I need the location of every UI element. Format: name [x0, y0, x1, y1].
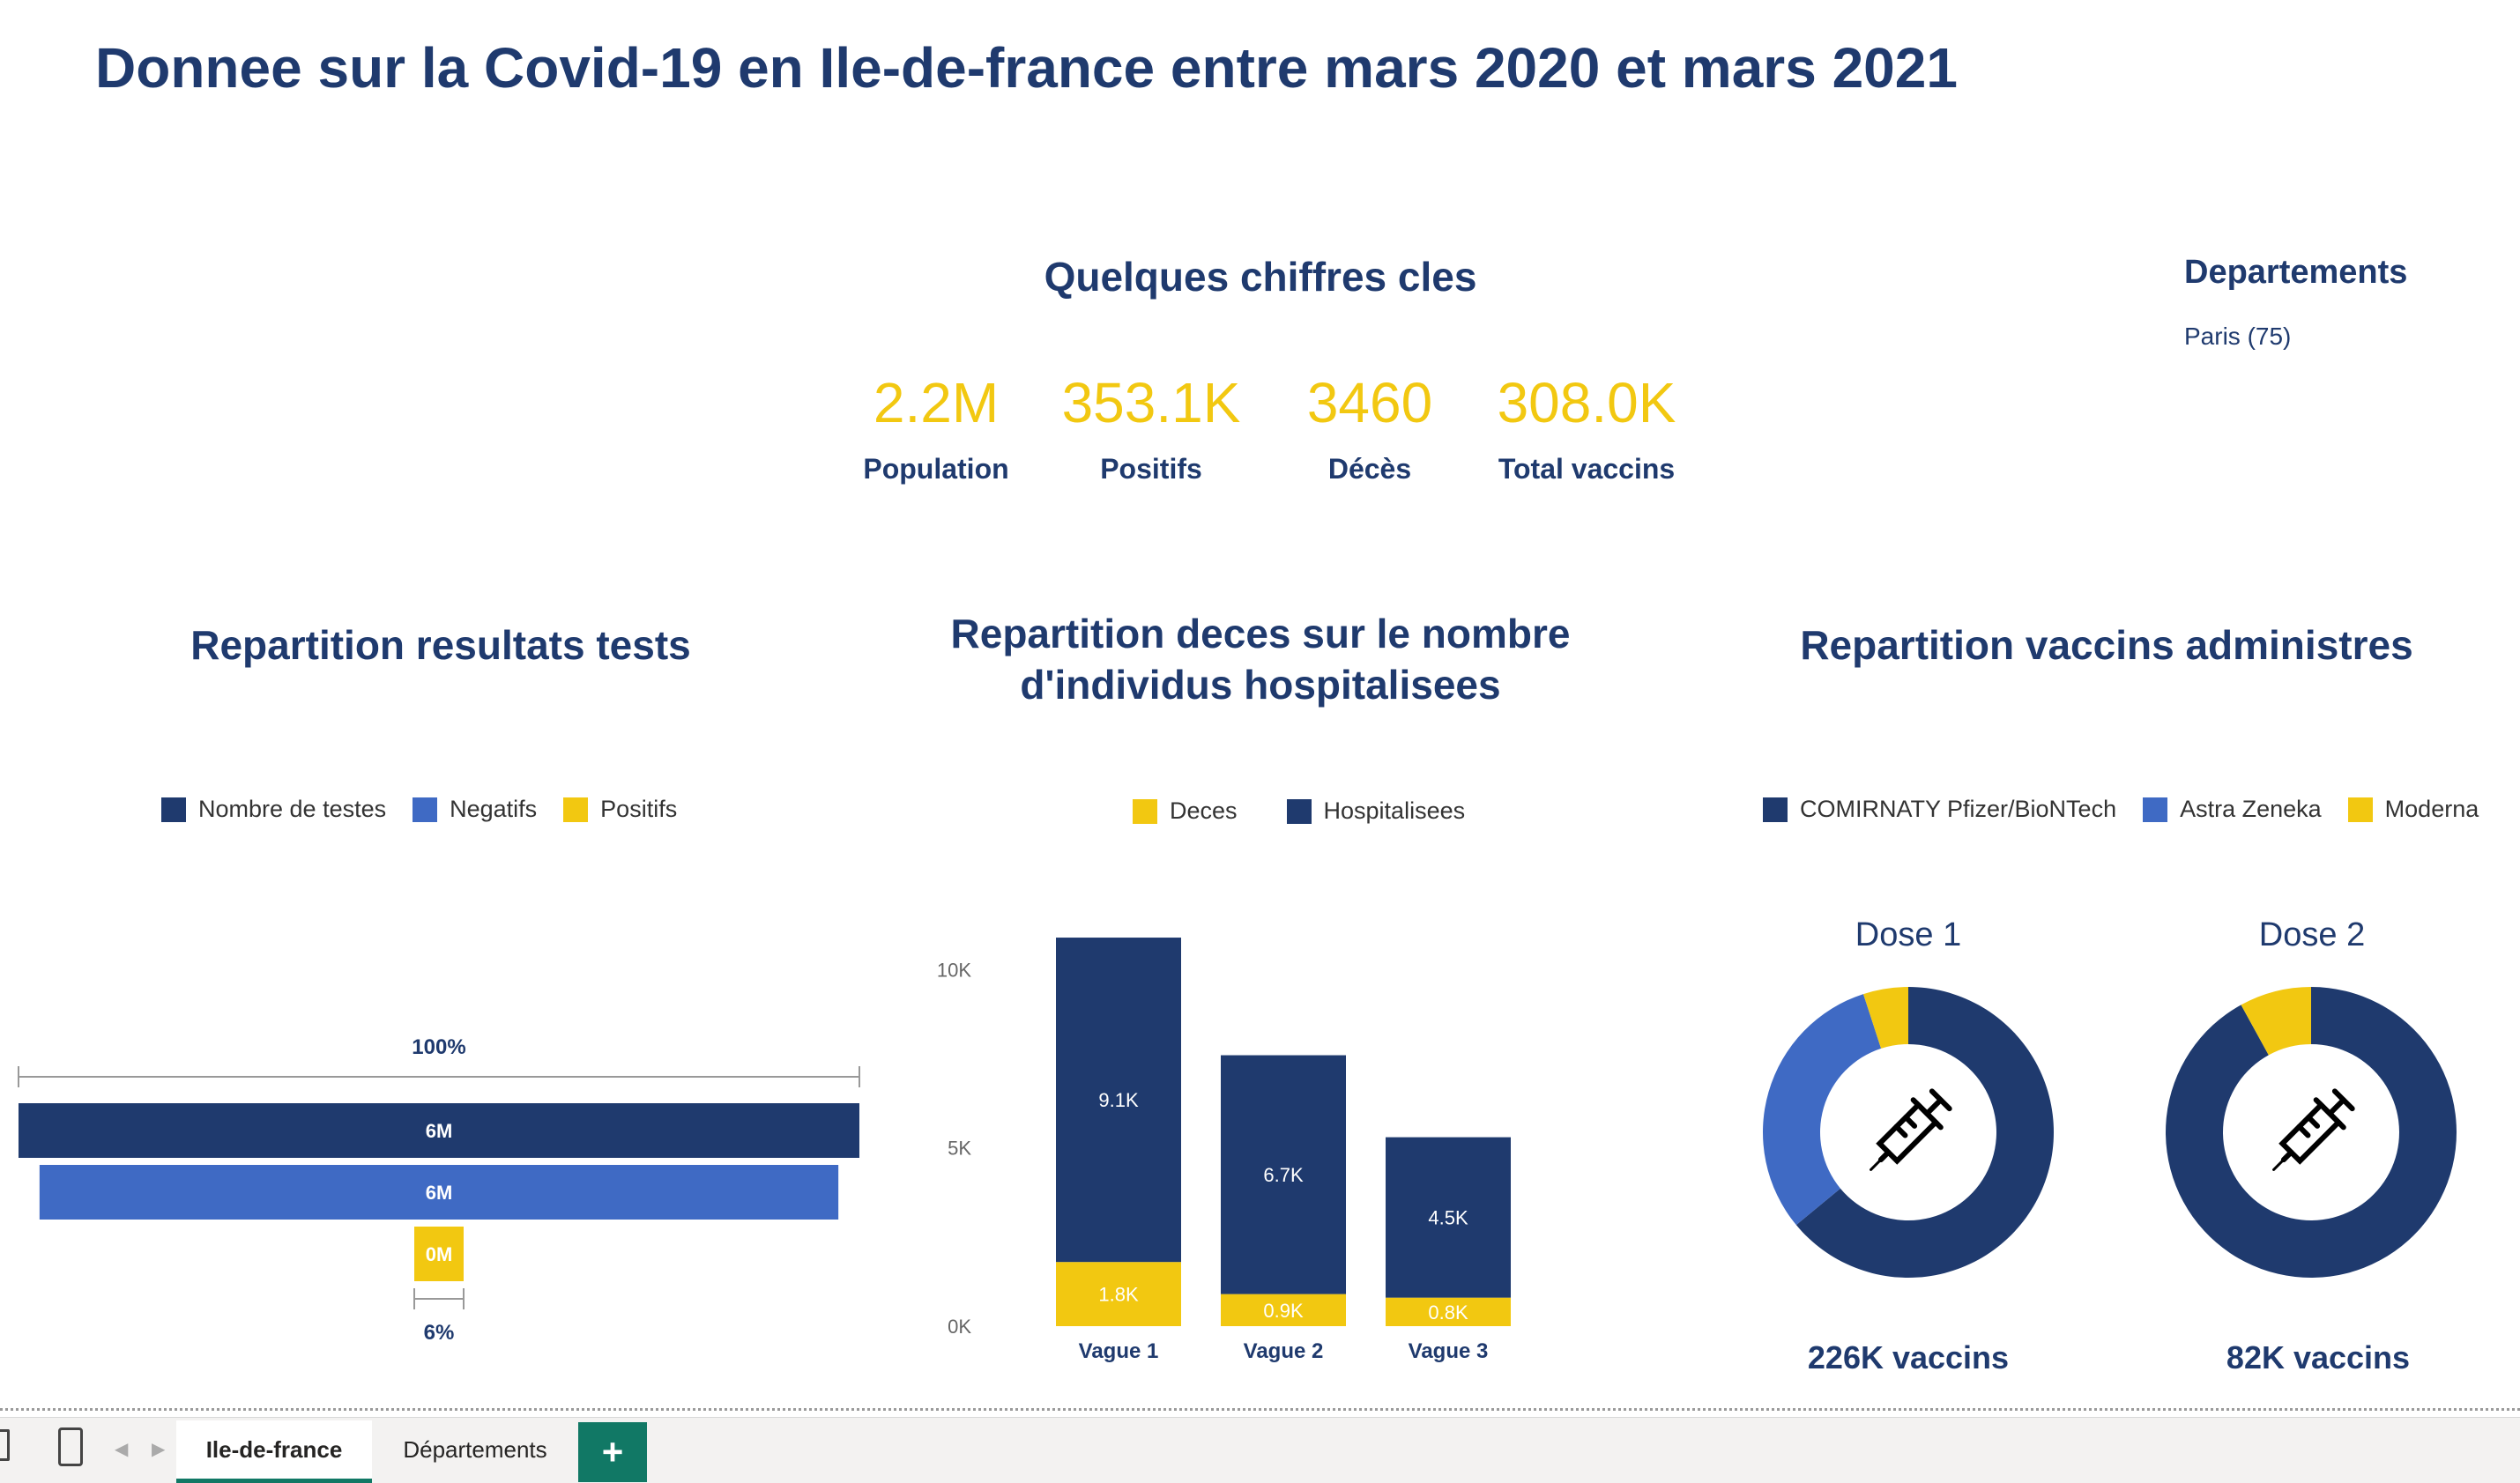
bar-deces-label: 0.8K [1428, 1301, 1468, 1324]
dose1-donut-chart [1763, 987, 2054, 1278]
bar-hosp-label: 4.5K [1428, 1207, 1468, 1229]
bar-hospitalisees [1386, 1137, 1511, 1298]
syringe-icon [2272, 1088, 2355, 1171]
legend-swatch [563, 797, 589, 822]
kpi-deces-label: Décès [1327, 453, 1412, 485]
bar-deces-label: 0.9K [1263, 1300, 1304, 1322]
bar-hospitalisees [1221, 1055, 1346, 1294]
legend-swatch [1763, 797, 1788, 822]
slicer-item-paris[interactable]: Paris (75) [2184, 323, 2292, 350]
legend-label: Deces [1170, 797, 1238, 824]
add-page-button[interactable]: + [578, 1422, 647, 1482]
tests-funnel-chart: 100% 6M 6M 0M 6% [18, 1035, 860, 1345]
kpi-section-title: Quelques chiffres cles [1044, 254, 1477, 300]
page-title: Donnee sur la Covid-19 en Ile-de-france … [95, 36, 1958, 100]
donut-slice [1763, 994, 1882, 1226]
tests-chart-legend: Nombre de testes Negatifs Positifs [161, 796, 703, 823]
bar-deces [1221, 1294, 1346, 1326]
y-tick-label: 10K [937, 959, 971, 981]
legend-swatch [2143, 797, 2168, 822]
y-tick-label: 5K [948, 1138, 971, 1160]
funnel-top-pct: 100% [412, 1035, 465, 1059]
legend-label: COMIRNATY Pfizer/BioNTech [1800, 796, 2117, 822]
funnel-bar-label: 0M [426, 1243, 453, 1265]
scroll-left-icon[interactable]: ◀ [115, 1440, 129, 1459]
bar-hosp-label: 9.1K [1098, 1089, 1139, 1111]
kpi-vaccins-value: 308.0K [1497, 371, 1676, 434]
dose1-total: 226K vaccins [1807, 1339, 2010, 1375]
bar-deces-label: 1.8K [1098, 1284, 1139, 1306]
legend-item-deces[interactable]: Deces [1133, 797, 1238, 825]
deces-chart-legend: Deces Hospitalisees [1133, 797, 1491, 825]
kpi-vaccins-label: Total vaccins [1498, 453, 1676, 485]
y-tick-label: 0K [948, 1316, 971, 1338]
legend-label: Negatifs [450, 796, 538, 822]
donut-slice [2241, 987, 2311, 1056]
kpi-deces-value: 3460 [1306, 371, 1433, 434]
bar-deces [1386, 1297, 1511, 1326]
mobile-view-icon[interactable] [58, 1427, 83, 1466]
tests-chart-title: Repartition resultats tests [190, 622, 691, 668]
legend-item-negatifs[interactable]: Negatifs [413, 796, 537, 823]
kpi-population-value: 2.2M [873, 371, 1000, 434]
deces-stacked-bar-chart: 0K 5K 10K 1.8K 9.1K Vague 1 0.9K 6.7K Vague 2 0.8… [937, 938, 1511, 1363]
funnel-bar-label: 6M [426, 1182, 453, 1204]
bar-hosp-label: 6.7K [1263, 1164, 1304, 1186]
funnel-bar [19, 1103, 859, 1158]
vaccins-chart-legend: COMIRNATY Pfizer/BioNTech Astra Zeneka M… [1763, 796, 2505, 823]
x-tick-label: Vague 3 [1409, 1339, 1489, 1363]
legend-item-hospitalisees[interactable]: Hospitalisees [1286, 797, 1466, 825]
funnel-bar [39, 1165, 839, 1220]
dose2-donut-chart [2166, 987, 2457, 1278]
legend-swatch [1133, 798, 1157, 824]
donut-slice [2166, 987, 2457, 1278]
bar-deces [1056, 1262, 1181, 1326]
page-tab-bar [0, 1417, 2520, 1483]
kpi-positifs-label: Positifs [1100, 453, 1202, 485]
legend-label: Nombre de testes [198, 796, 387, 822]
x-tick-label: Vague 2 [1244, 1339, 1324, 1363]
slicer-title: Departements [2184, 254, 2408, 291]
x-tick-label: Vague 1 [1079, 1339, 1159, 1363]
deces-chart-title-line2: d'individus hospitalisees [1020, 662, 1501, 708]
syringe-icon [1870, 1088, 1952, 1171]
funnel-bar [414, 1227, 464, 1281]
dose2-total: 82K vaccins [2226, 1339, 2411, 1375]
legend-item-pfizer[interactable]: COMIRNATY Pfizer/BioNTech [1763, 796, 2116, 823]
legend-swatch [2347, 797, 2373, 822]
tab-departements[interactable]: Départements [403, 1435, 547, 1463]
legend-label: Hospitalisees [1323, 797, 1466, 824]
legend-swatch [413, 797, 438, 822]
kpi-population-label: Population [863, 453, 1009, 485]
legend-swatch [161, 797, 186, 822]
donut-slice [1863, 987, 1908, 1049]
legend-item-astra[interactable]: Astra Zeneka [2143, 796, 2322, 823]
scroll-right-icon[interactable]: ▶ [152, 1440, 166, 1459]
dose2-label: Dose 2 [2258, 916, 2366, 953]
bar-hospitalisees [1056, 938, 1181, 1263]
legend-label: Astra Zeneka [2180, 796, 2322, 822]
tab-ile-de-france[interactable]: Ile-de-france [176, 1420, 372, 1483]
legend-label: Moderna [2384, 796, 2479, 822]
legend-label: Positifs [600, 796, 678, 822]
vaccins-chart-title: Repartition vaccins administres [1800, 622, 2413, 668]
kpi-positifs-value: 353.1K [1061, 371, 1241, 434]
deces-chart-title-line1: Repartition deces sur le nombre [950, 611, 1571, 656]
donut-slice [1795, 987, 2054, 1278]
dose1-label: Dose 1 [1855, 916, 1962, 953]
funnel-bar-label: 6M [426, 1120, 453, 1142]
funnel-bottom-pct: 6% [424, 1321, 455, 1345]
deces-chart-title: Repartition deces sur le nombre d'indivi… [908, 608, 1613, 710]
legend-item-moderna[interactable]: Moderna [2347, 796, 2479, 823]
legend-swatch [1286, 798, 1312, 824]
legend-item-positifs[interactable]: Positifs [563, 796, 677, 823]
desktop-view-icon[interactable] [0, 1429, 10, 1461]
page-divider [0, 1408, 2520, 1411]
legend-item-nombre-testes[interactable]: Nombre de testes [161, 796, 386, 823]
